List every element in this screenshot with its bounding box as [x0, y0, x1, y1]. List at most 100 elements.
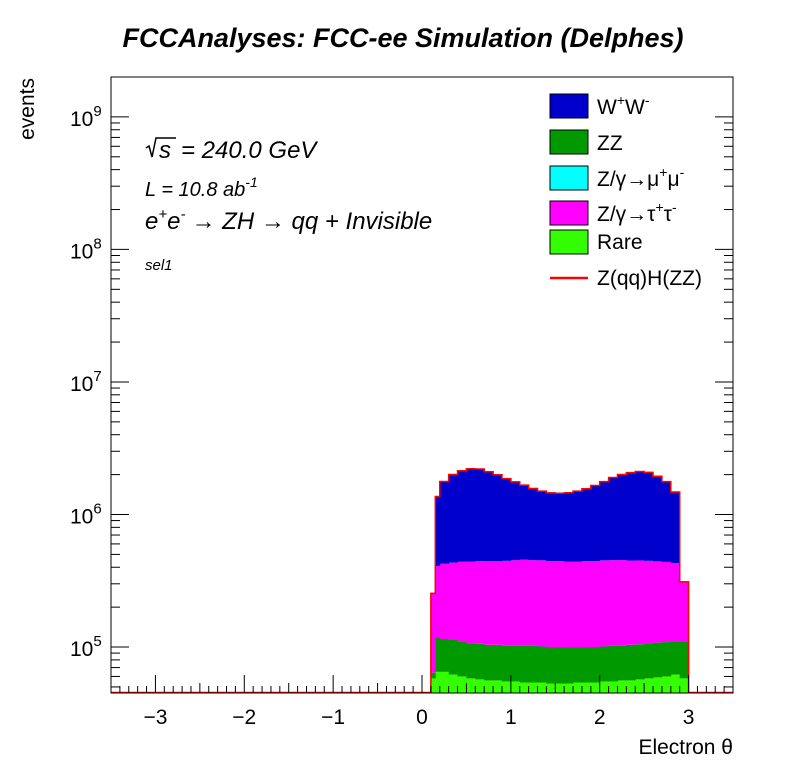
histogram-bar — [510, 481, 521, 561]
histogram-bar — [599, 681, 609, 693]
histogram-bar — [661, 481, 672, 562]
legend: W+W- ZZ Z/γ→μ+μ- Z/γ→τ+τ- Rare Z(qq)H(ZZ… — [549, 92, 702, 290]
x-tick-label: 3 — [683, 706, 695, 729]
histogram-bar — [644, 560, 654, 644]
lumi-label: L = 10.8 ab-1 — [145, 174, 258, 201]
histogram-bar — [519, 682, 530, 693]
histogram-bar — [590, 485, 601, 562]
y-tick-label: 106 — [70, 501, 102, 529]
histogram-bar — [439, 638, 450, 672]
legend-swatch — [549, 229, 589, 255]
histogram-bar — [448, 674, 458, 693]
annotation-block: s = 240.0 GeV L = 10.8 ab-1 e+e- → ZH → q… — [145, 137, 432, 274]
histogram-bar — [475, 679, 485, 693]
sqrt-s-label: s — [159, 137, 171, 164]
histogram-bar — [599, 646, 609, 682]
histogram-bar — [581, 682, 592, 693]
histogram-bar — [448, 562, 458, 640]
legend-item-zz: ZZ — [549, 129, 623, 155]
histogram-bar — [608, 477, 618, 561]
y-tick-label: 108 — [70, 235, 102, 263]
signal-line-group — [111, 468, 733, 694]
histogram-bar — [679, 678, 689, 693]
histogram-bar — [435, 566, 441, 638]
chart-title: FCCAnalyses: FCC-ee Simulation (Delphes) — [122, 23, 683, 53]
histogram-bar — [679, 581, 689, 642]
histogram-bar — [457, 561, 467, 642]
histogram-bar — [510, 681, 521, 693]
histogram-bar — [430, 593, 436, 673]
histogram-bar — [661, 561, 672, 643]
histogram-bar — [653, 561, 663, 643]
histogram-bar — [661, 676, 672, 693]
histogram-bar — [466, 561, 476, 644]
histogram-bar — [466, 678, 476, 693]
x-tick-label: −1 — [321, 706, 345, 729]
histogram-bar — [546, 492, 556, 562]
histogram-bar — [510, 560, 521, 646]
histogram-bar — [661, 642, 672, 677]
histogram-bar — [617, 680, 627, 693]
histogram-bar — [519, 485, 530, 560]
y-tick-label: 107 — [70, 368, 102, 396]
legend-label: W+W- — [597, 92, 650, 119]
legend-swatch — [549, 93, 589, 119]
histogram-bar — [581, 647, 592, 683]
x-axis: −3 −2 −1 0 1 2 3 — [110, 675, 734, 729]
x-tick-label: 0 — [416, 706, 428, 729]
histogram-bar — [528, 645, 538, 683]
histogram-bar — [564, 647, 574, 684]
histogram-bar — [457, 676, 467, 693]
histogram-bar — [493, 644, 503, 681]
histogram-bar — [679, 641, 689, 679]
histogram-bar — [608, 681, 618, 693]
legend-item-zmumu: Z/γ→μ+μ- — [549, 164, 685, 191]
histogram-bar — [626, 680, 636, 693]
histogram-bar — [590, 561, 601, 648]
histogram-bar — [537, 491, 547, 561]
histogram-bar — [555, 493, 565, 562]
histogram-bar — [466, 643, 476, 679]
histogram-bar — [644, 472, 654, 561]
legend-item-ztautau: Z/γ→τ+τ- — [549, 199, 677, 226]
histogram-bar — [484, 680, 494, 693]
histogram-bar — [475, 560, 485, 644]
histogram-bar — [519, 645, 530, 683]
histogram-bar — [670, 641, 681, 675]
histogram-bar — [546, 561, 556, 648]
x-tick-label: −3 — [143, 706, 167, 729]
histogram-bar — [626, 472, 636, 561]
histogram-bar — [501, 560, 512, 646]
histogram-bar — [448, 640, 458, 675]
histogram-bar — [635, 471, 645, 561]
histogram-bar — [626, 560, 636, 645]
histogram-bar — [608, 560, 618, 646]
legend-item-ww: W+W- — [549, 92, 650, 119]
y-axis-label: events — [16, 78, 39, 140]
histogram-bar — [528, 682, 538, 693]
y-axis: 105 106 107 108 109 — [70, 76, 733, 688]
histogram-bar — [546, 683, 556, 693]
histogram-bar — [670, 674, 681, 693]
histogram-bar — [457, 470, 467, 562]
histogram-bar — [528, 488, 538, 561]
histogram-bar — [555, 683, 565, 693]
histogram-bar — [457, 641, 467, 677]
histogram-bar — [493, 680, 503, 693]
legend-label: ZZ — [597, 132, 623, 155]
sqrt-icon — [145, 137, 176, 158]
legend-swatch — [549, 129, 589, 155]
histogram-bar — [564, 492, 574, 562]
histogram-bar — [635, 560, 645, 645]
histogram-bar — [581, 488, 592, 562]
histogram-bars — [430, 468, 690, 693]
histogram-bar — [670, 563, 681, 642]
histogram-bar — [501, 645, 512, 682]
legend-item-rare: Rare — [549, 229, 643, 255]
legend-swatch — [549, 200, 589, 226]
histogram-bar — [555, 561, 565, 648]
histogram-bar — [626, 644, 636, 681]
histogram-bar — [439, 671, 450, 693]
histogram-bar — [435, 671, 441, 693]
histogram-bar — [573, 682, 583, 693]
